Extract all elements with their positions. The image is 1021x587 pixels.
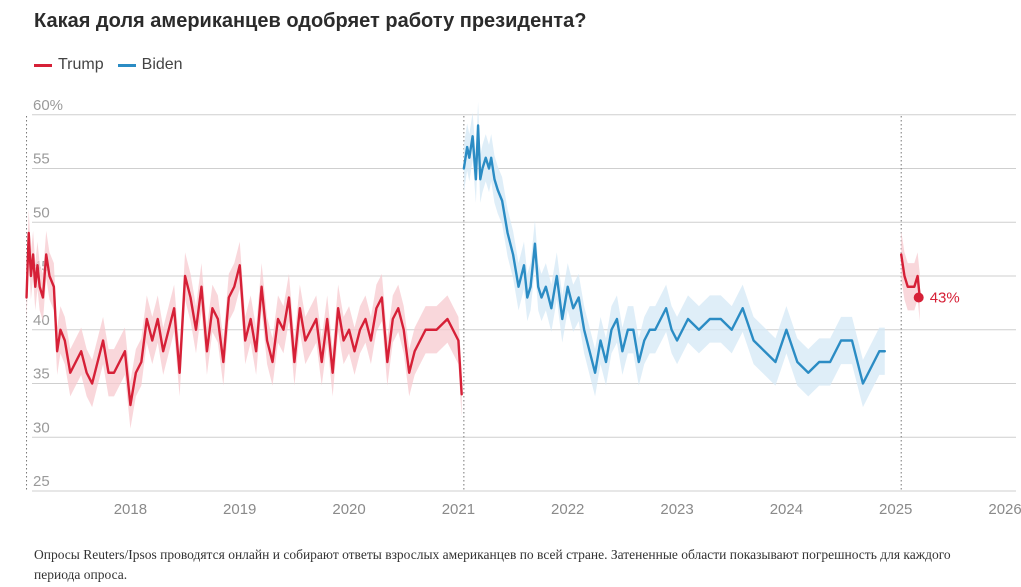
x-tick-label: 2021 [442,501,475,518]
y-tick-label: 30 [33,419,50,436]
legend: Trump Biden [34,56,183,74]
y-tick-label: 60% [33,97,63,114]
series-line-trump [900,253,921,299]
series-line-biden [462,124,886,385]
y-tick-label: 50 [33,204,50,221]
x-tick-label: 2026 [988,501,1021,518]
x-tick-label: 2024 [770,501,803,518]
legend-label-trump: Trump [58,56,104,73]
latest-value-label: 43% [930,290,960,307]
latest-value-dot [913,292,924,303]
y-tick-label: 55 [33,151,50,168]
x-tick-label: 2018 [114,501,147,518]
y-tick-label: 40 [33,312,50,329]
x-tick-label: 2023 [660,501,693,518]
x-tick-label: 2020 [332,501,365,518]
legend-swatch-biden [117,63,136,67]
x-tick-label: 2025 [879,501,912,518]
series-line-trump [25,231,463,407]
legend-item-biden[interactable]: Biden [117,56,183,74]
legend-swatch-trump [34,63,52,67]
error-band-biden [463,101,885,408]
y-tick-label: 25 [33,473,50,490]
chart-title: Какая доля американцев одобряет работу п… [34,10,587,32]
legend-label-biden: Biden [141,56,183,73]
footnote: Опросы Reuters/Ipsos проводятся онлайн и… [34,547,951,582]
x-tick-label: 2022 [551,501,584,518]
y-tick-label: 35 [33,366,50,383]
legend-item-trump[interactable]: Trump [34,56,104,74]
x-tick-label: 2019 [223,501,256,518]
